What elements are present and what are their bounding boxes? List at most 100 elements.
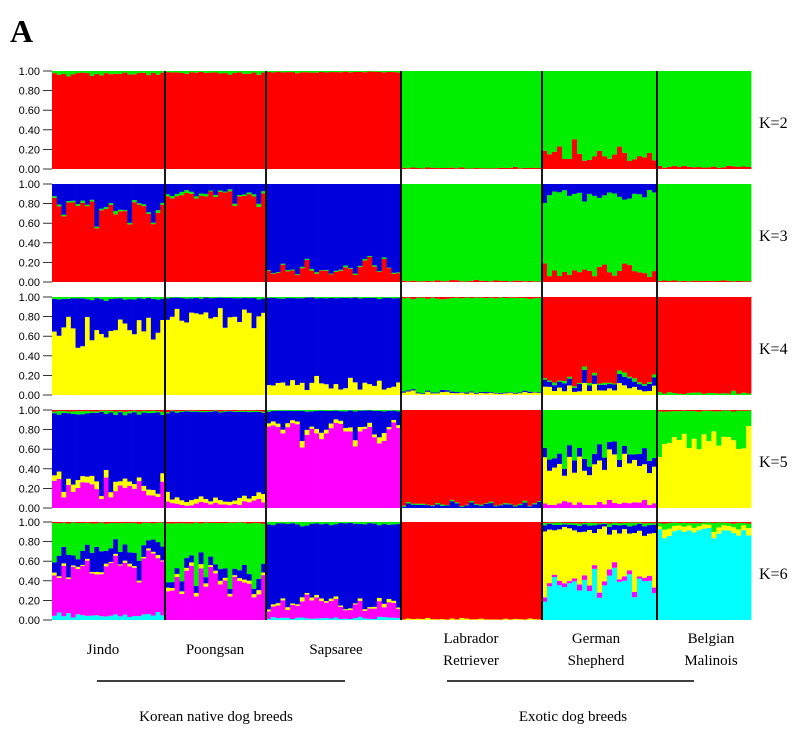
bar-segment — [174, 196, 180, 282]
bar-segment — [469, 71, 475, 169]
bar-segment — [582, 410, 588, 460]
bar-segment — [132, 410, 138, 411]
bar-segment — [184, 523, 190, 559]
bar-segment — [108, 299, 114, 332]
bar-segment — [75, 568, 81, 615]
bar-segment — [746, 166, 752, 169]
bar-segment — [70, 617, 76, 620]
bar-segment — [376, 437, 383, 444]
bar-segment — [108, 412, 114, 493]
bar-segment — [587, 585, 593, 592]
bar-segment — [607, 410, 613, 443]
bar-segment — [61, 565, 67, 617]
bar-segment — [420, 410, 426, 504]
bar-segment — [208, 184, 214, 191]
bar-segment — [637, 272, 643, 282]
bar-segment — [676, 530, 683, 620]
bar-segment — [607, 384, 613, 389]
bar-segment — [103, 414, 109, 470]
bar-segment — [203, 499, 209, 503]
bar-segment — [237, 71, 243, 73]
bar-segment — [251, 412, 257, 496]
bar-segment — [464, 522, 470, 619]
bar-segment — [425, 410, 431, 505]
bar-segment — [701, 280, 707, 282]
bar-segment — [592, 156, 598, 169]
bar-segment — [522, 410, 528, 501]
bar-segment — [198, 523, 204, 553]
bar-segment — [290, 420, 296, 424]
bar-segment — [61, 410, 67, 412]
bar-segment — [352, 273, 359, 275]
bar-segment — [343, 71, 349, 169]
bar-segment — [56, 297, 62, 300]
bar-segment — [141, 522, 147, 546]
bar-segment — [512, 184, 519, 281]
bar-segment — [352, 382, 359, 395]
bar-segment — [108, 615, 114, 620]
bar-segment — [99, 616, 105, 620]
bar-segment — [381, 71, 387, 73]
bar-segment — [420, 281, 426, 282]
bar-segment — [552, 191, 558, 271]
bar-segment — [203, 193, 209, 197]
bar-segment — [203, 297, 209, 298]
bar-segment — [372, 184, 378, 266]
bar-segment — [261, 298, 267, 313]
bar-segment — [562, 583, 568, 588]
bar-segment — [352, 523, 359, 604]
bar-segment — [577, 448, 583, 457]
bar-segment — [108, 563, 114, 616]
bar-segment — [726, 522, 732, 526]
bar-segment — [637, 184, 643, 195]
bar-segment — [261, 191, 267, 194]
bar-segment — [439, 184, 446, 282]
bar-segment — [464, 71, 470, 169]
bar-segment — [666, 442, 673, 508]
bar-segment — [333, 419, 339, 423]
bar-segment — [189, 505, 195, 508]
bar-segment — [150, 410, 156, 413]
bar-segment — [237, 196, 243, 282]
bar-segment — [532, 522, 538, 620]
bar-segment — [141, 410, 147, 411]
bar-segment — [381, 297, 387, 390]
bar-segment — [347, 522, 354, 523]
bar-segment — [84, 410, 91, 412]
bar-segment — [294, 424, 301, 508]
bar-segment — [547, 276, 553, 282]
bar-segment — [542, 531, 548, 598]
y-tick-label: 0.00 — [19, 390, 40, 402]
bar-segment — [165, 523, 171, 583]
bar-segment — [381, 184, 387, 258]
bar-segment — [266, 522, 272, 525]
bar-segment — [198, 298, 204, 315]
bar-segment — [401, 71, 407, 168]
bar-segment — [208, 190, 214, 192]
bar-segment — [612, 410, 618, 442]
bar-segment — [642, 391, 648, 395]
bar-segment — [213, 573, 219, 620]
bar-segment — [304, 410, 310, 412]
bar-segment — [256, 492, 262, 499]
bar-segment — [671, 531, 678, 620]
bar-segment — [691, 71, 697, 168]
bar-segment — [425, 390, 431, 392]
bar-segment — [449, 393, 455, 395]
bar-segment — [338, 410, 344, 412]
bar-segment — [61, 214, 67, 217]
bar-segment — [537, 502, 543, 508]
bar-segment — [711, 393, 717, 395]
bar-segment — [696, 449, 702, 508]
bar-segment — [208, 556, 214, 566]
bar-segment — [246, 71, 252, 74]
bar-segment — [343, 184, 349, 266]
bar-segment — [562, 383, 568, 392]
bar-segment — [741, 522, 747, 524]
bar-segment — [108, 492, 114, 498]
bar-segment — [323, 601, 330, 603]
panel-k-3: 0.000.200.400.600.801.00K=3 — [19, 179, 788, 289]
bar-segment — [716, 533, 722, 620]
bar-segment — [652, 271, 658, 282]
bar-segment — [587, 71, 593, 160]
